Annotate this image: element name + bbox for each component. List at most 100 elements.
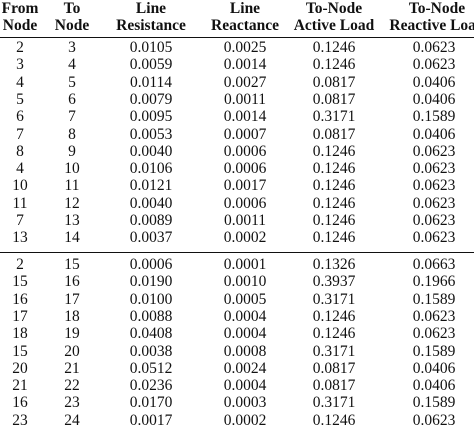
- cell-active-load: 0.1246: [312, 325, 356, 343]
- cell-line-resistance: 0.0053: [129, 125, 173, 143]
- cell-from-node: 7: [16, 212, 24, 229]
- cell-reactive-load: 0.1589: [412, 394, 456, 412]
- table-row: 17 18 0.0088 0.0004 0.1246 0.0623: [0, 308, 474, 325]
- table-row: 4 10 0.0106 0.0006 0.1246 0.0623: [0, 160, 474, 177]
- cell-to-node: 5: [68, 73, 76, 91]
- cell-to-node: 16: [64, 273, 80, 291]
- cell-from-node: 7: [16, 125, 24, 143]
- cell-active-load: 0.1246: [312, 39, 356, 56]
- cell-line-resistance: 0.0121: [129, 177, 173, 195]
- cell-reactive-load: 0.0406: [412, 125, 456, 143]
- cell-active-load: 0.1246: [312, 177, 356, 195]
- cell-to-node: 6: [68, 90, 76, 108]
- cell-active-load: 0.1246: [312, 229, 356, 247]
- cell-active-load: 0.1246: [312, 307, 356, 325]
- table-row: 11 12 0.0040 0.0006 0.1246 0.0623: [0, 195, 474, 212]
- cell-line-reactance: 0.0005: [223, 290, 267, 308]
- cell-line-reactance: 0.0002: [223, 229, 267, 247]
- header-to-line1: To: [63, 0, 81, 17]
- cell-to-node: 19: [64, 325, 80, 343]
- cell-reactive-load: 0.0623: [412, 142, 456, 160]
- cell-reactive-load: 0.0623: [412, 411, 456, 429]
- table-row: 15 20 0.0038 0.0008 0.3171 0.1589: [0, 343, 474, 360]
- cell-reactive-load: 0.0406: [412, 90, 456, 108]
- cell-from-node: 4: [16, 160, 24, 178]
- cell-to-node: 8: [68, 125, 76, 143]
- cell-reactive-load: 0.0623: [412, 307, 456, 325]
- cell-active-load: 0.3171: [312, 394, 356, 412]
- header-reactive-load: To-Node Reactive Load: [384, 0, 474, 34]
- cell-line-reactance: 0.0014: [223, 108, 267, 126]
- cell-line-reactance: 0.0001: [223, 256, 267, 273]
- cell-line-resistance: 0.0095: [129, 108, 173, 126]
- cell-line-reactance: 0.0006: [223, 160, 267, 178]
- cell-line-resistance: 0.0106: [129, 160, 173, 178]
- cell-line-resistance: 0.0089: [129, 212, 173, 229]
- cell-to-node: 14: [64, 229, 80, 247]
- cell-from-node: 16: [12, 394, 28, 412]
- table-row: 21 22 0.0236 0.0004 0.0817 0.0406: [0, 377, 474, 394]
- cell-active-load: 0.1246: [312, 194, 356, 212]
- header-line-resistance: Line Resistance: [104, 0, 198, 34]
- cell-active-load: 0.0817: [312, 90, 356, 108]
- cell-line-reactance: 0.0007: [223, 125, 267, 143]
- cell-reactive-load: 0.0623: [412, 39, 456, 56]
- cell-from-node: 10: [12, 177, 28, 195]
- table-row: 6 7 0.0095 0.0014 0.3171 0.1589: [0, 108, 474, 125]
- cell-line-reactance: 0.0004: [223, 377, 267, 395]
- table-row: 10 11 0.0121 0.0017 0.1246 0.0623: [0, 177, 474, 194]
- cell-line-reactance: 0.0004: [223, 325, 267, 343]
- cell-from-node: 23: [12, 411, 28, 429]
- cell-line-resistance: 0.0079: [129, 90, 173, 108]
- cell-active-load: 0.0817: [312, 359, 356, 377]
- cell-to-node: 11: [64, 177, 80, 195]
- header-active-line2: Active Load: [293, 16, 375, 34]
- group-divider: [0, 252, 474, 253]
- cell-line-resistance: 0.0006: [129, 256, 173, 273]
- cell-to-node: 20: [64, 342, 80, 360]
- cell-to-node: 12: [64, 194, 80, 212]
- cell-line-reactance: 0.0014: [223, 56, 267, 74]
- header-reactance-line1: Line: [229, 0, 261, 17]
- cell-from-node: 8: [16, 142, 24, 160]
- cell-to-node: 21: [64, 359, 80, 377]
- cell-line-resistance: 0.0105: [129, 39, 173, 56]
- table-header: From Node To Node Line Resistance Line R…: [0, 0, 474, 36]
- cell-active-load: 0.1246: [312, 411, 356, 429]
- cell-line-resistance: 0.0037: [129, 229, 173, 247]
- cell-line-reactance: 0.0010: [223, 273, 267, 291]
- cell-from-node: 6: [16, 108, 24, 126]
- cell-line-resistance: 0.0059: [129, 56, 173, 74]
- table-row: 2 15 0.0006 0.0001 0.1326 0.0663: [0, 256, 474, 273]
- cell-active-load: 0.3171: [312, 342, 356, 360]
- cell-reactive-load: 0.0406: [412, 377, 456, 395]
- cell-active-load: 0.1326: [312, 256, 356, 273]
- cell-reactive-load: 0.1589: [412, 290, 456, 308]
- cell-from-node: 15: [12, 273, 28, 291]
- header-to-node: To Node: [52, 0, 92, 34]
- table-row: 13 14 0.0037 0.0002 0.1246 0.0623: [0, 229, 474, 246]
- cell-reactive-load: 0.1589: [412, 108, 456, 126]
- cell-line-reactance: 0.0004: [223, 307, 267, 325]
- cell-reactive-load: 0.0623: [412, 160, 456, 178]
- header-from-line1: From: [1, 0, 39, 17]
- header-from-line2: Node: [2, 16, 38, 34]
- cell-from-node: 18: [12, 325, 28, 343]
- table-row: 16 23 0.0170 0.0003 0.3171 0.1589: [0, 394, 474, 411]
- cell-active-load: 0.1246: [312, 56, 356, 74]
- cell-line-reactance: 0.0027: [223, 73, 267, 91]
- table-row: 20 21 0.0512 0.0024 0.0817 0.0406: [0, 360, 474, 377]
- cell-line-resistance: 0.0038: [129, 342, 173, 360]
- cell-from-node: 4: [16, 73, 24, 91]
- cell-line-resistance: 0.0114: [129, 73, 173, 91]
- cell-to-node: 7: [68, 108, 76, 126]
- cell-reactive-load: 0.1966: [412, 273, 456, 291]
- header-rule: [0, 37, 474, 38]
- table-row: 7 13 0.0089 0.0011 0.1246 0.0623: [0, 212, 474, 229]
- cell-from-node: 20: [12, 359, 28, 377]
- cell-line-reactance: 0.0025: [223, 39, 267, 56]
- cell-reactive-load: 0.0406: [412, 359, 456, 377]
- cell-reactive-load: 0.0623: [412, 194, 456, 212]
- header-reactive-line1: To-Node: [408, 0, 466, 17]
